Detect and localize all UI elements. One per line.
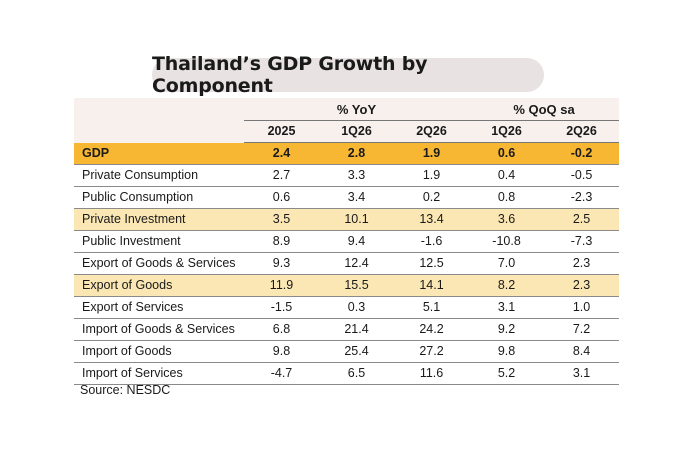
table-cell: 6.8: [244, 318, 319, 341]
table-cell: 0.4: [469, 164, 545, 187]
column-header: 2Q26: [544, 120, 620, 143]
table-title: Thailand’s GDP Growth by Component: [152, 53, 544, 97]
table-cell: 2.3: [544, 274, 620, 297]
table-cell: 7.0: [469, 252, 545, 275]
row-label: Export of Goods & Services: [74, 252, 244, 275]
table-cell: 3.5: [244, 208, 319, 231]
table-row: Import of Services -4.7 6.5 11.6 5.2 3.1: [74, 362, 620, 385]
table-cell: -1.6: [394, 230, 470, 253]
row-label: Export of Services: [74, 296, 244, 319]
table-cell: 2.8: [319, 142, 394, 165]
table-cell: -10.8: [469, 230, 545, 253]
table-cell: 9.4: [319, 230, 394, 253]
group-header-row: % YoY % QoQ sa: [74, 98, 620, 121]
group-header-yoy: % YoY: [244, 98, 470, 121]
table-row: Public Consumption 0.6 3.4 0.2 0.8 -2.3: [74, 186, 620, 209]
row-label: Public Investment: [74, 230, 244, 253]
table-cell: 13.4: [394, 208, 470, 231]
table-row: Export of Goods 11.9 15.5 14.1 8.2 2.3: [74, 274, 620, 297]
table-cell: 3.3: [319, 164, 394, 187]
row-label: Private Investment: [74, 208, 244, 231]
table-cell: 11.6: [394, 362, 470, 385]
source-note: Source: NESDC: [80, 383, 171, 397]
table-cell: 12.5: [394, 252, 470, 275]
row-label: Private Consumption: [74, 164, 244, 187]
table-cell: 24.2: [394, 318, 470, 341]
table-cell: 3.4: [319, 186, 394, 209]
table-cell: 2.7: [244, 164, 319, 187]
table-row: Import of Goods & Services 6.8 21.4 24.2 9.2…: [74, 318, 620, 341]
table-cell: 1.9: [394, 164, 470, 187]
group-header-qoq: % QoQ sa: [469, 98, 620, 121]
table-cell: 0.2: [394, 186, 470, 209]
table-cell: 14.1: [394, 274, 470, 297]
corner-cell: [74, 120, 244, 143]
row-label: Export of Goods: [74, 274, 244, 297]
table-cell: 9.8: [244, 340, 319, 363]
column-header: 2Q26: [394, 120, 470, 143]
row-label: Import of Goods: [74, 340, 244, 363]
table-cell: 15.5: [319, 274, 394, 297]
table-cell: 12.4: [319, 252, 394, 275]
row-label: Import of Services: [74, 362, 244, 385]
table-row: Export of Goods & Services 9.3 12.4 12.5 7.0…: [74, 252, 620, 275]
table-cell: 8.4: [544, 340, 620, 363]
table-cell: 1.9: [394, 142, 470, 165]
table-cell: 9.3: [244, 252, 319, 275]
table-cell: 0.3: [319, 296, 394, 319]
table-cell: 2.3: [544, 252, 620, 275]
table-cell: 2.4: [244, 142, 319, 165]
table-cell: 9.8: [469, 340, 545, 363]
table-cell: -2.3: [544, 186, 620, 209]
gdp-growth-table: % YoY % QoQ sa 2025 1Q26 2Q26 1Q26 2Q26 …: [74, 98, 620, 385]
table-row: GDP 2.4 2.8 1.9 0.6 -0.2: [74, 142, 620, 165]
table-cell: -7.3: [544, 230, 620, 253]
table-row: Public Investment 8.9 9.4 -1.6 -10.8 -7.3: [74, 230, 620, 253]
table-cell: 8.2: [469, 274, 545, 297]
column-header: 1Q26: [469, 120, 545, 143]
table-row: Export of Services -1.5 0.3 5.1 3.1 1.0: [74, 296, 620, 319]
table-row: Private Consumption 2.7 3.3 1.9 0.4 -0.5: [74, 164, 620, 187]
table-row: Private Investment 3.5 10.1 13.4 3.6 2.5: [74, 208, 620, 231]
table-cell: 9.2: [469, 318, 545, 341]
corner-cell: [74, 98, 244, 121]
table-cell: 5.1: [394, 296, 470, 319]
table-cell: 1.0: [544, 296, 620, 319]
column-header: 1Q26: [319, 120, 394, 143]
table-cell: 2.5: [544, 208, 620, 231]
table-cell: 3.6: [469, 208, 545, 231]
table-cell: 0.6: [244, 186, 319, 209]
table-cell: 6.5: [319, 362, 394, 385]
table-cell: -0.2: [544, 142, 620, 165]
column-header-row: 2025 1Q26 2Q26 1Q26 2Q26: [74, 120, 620, 143]
table-cell: 27.2: [394, 340, 470, 363]
table-cell: 8.9: [244, 230, 319, 253]
table-cell: 0.6: [469, 142, 545, 165]
table-cell: -4.7: [244, 362, 319, 385]
table-cell: 10.1: [319, 208, 394, 231]
table-cell: -1.5: [244, 296, 319, 319]
table-cell: 7.2: [544, 318, 620, 341]
row-label: Public Consumption: [74, 186, 244, 209]
table-cell: 3.1: [469, 296, 545, 319]
table-cell: 11.9: [244, 274, 319, 297]
row-label: GDP: [74, 142, 244, 165]
column-header: 2025: [244, 120, 319, 143]
table-cell: 25.4: [319, 340, 394, 363]
table-cell: 21.4: [319, 318, 394, 341]
row-label: Import of Goods & Services: [74, 318, 244, 341]
table-cell: -0.5: [544, 164, 620, 187]
table-row: Import of Goods 9.8 25.4 27.2 9.8 8.4: [74, 340, 620, 363]
table-cell: 0.8: [469, 186, 545, 209]
table-cell: 3.1: [544, 362, 620, 385]
table-cell: 5.2: [469, 362, 545, 385]
